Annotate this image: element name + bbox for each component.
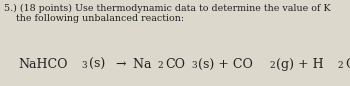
Text: (s) + CO: (s) + CO <box>198 58 253 71</box>
Text: 2: 2 <box>158 61 163 71</box>
Text: 3: 3 <box>191 61 197 71</box>
Text: 5.) (18 points) Use thermodynamic data to determine the value of K: 5.) (18 points) Use thermodynamic data t… <box>4 4 331 13</box>
Text: (g) + H: (g) + H <box>276 58 324 71</box>
Text: O(g): O(g) <box>345 58 350 71</box>
Text: the following unbalanced reaction:: the following unbalanced reaction: <box>4 14 184 23</box>
Text: 2: 2 <box>269 61 275 71</box>
Text: (s): (s) <box>89 58 110 71</box>
Text: CO: CO <box>165 58 185 71</box>
Text: 3: 3 <box>82 61 88 71</box>
Text: 2: 2 <box>338 61 343 71</box>
Text: Na: Na <box>129 58 151 71</box>
Text: →: → <box>115 58 126 71</box>
Text: NaHCO: NaHCO <box>18 58 68 71</box>
